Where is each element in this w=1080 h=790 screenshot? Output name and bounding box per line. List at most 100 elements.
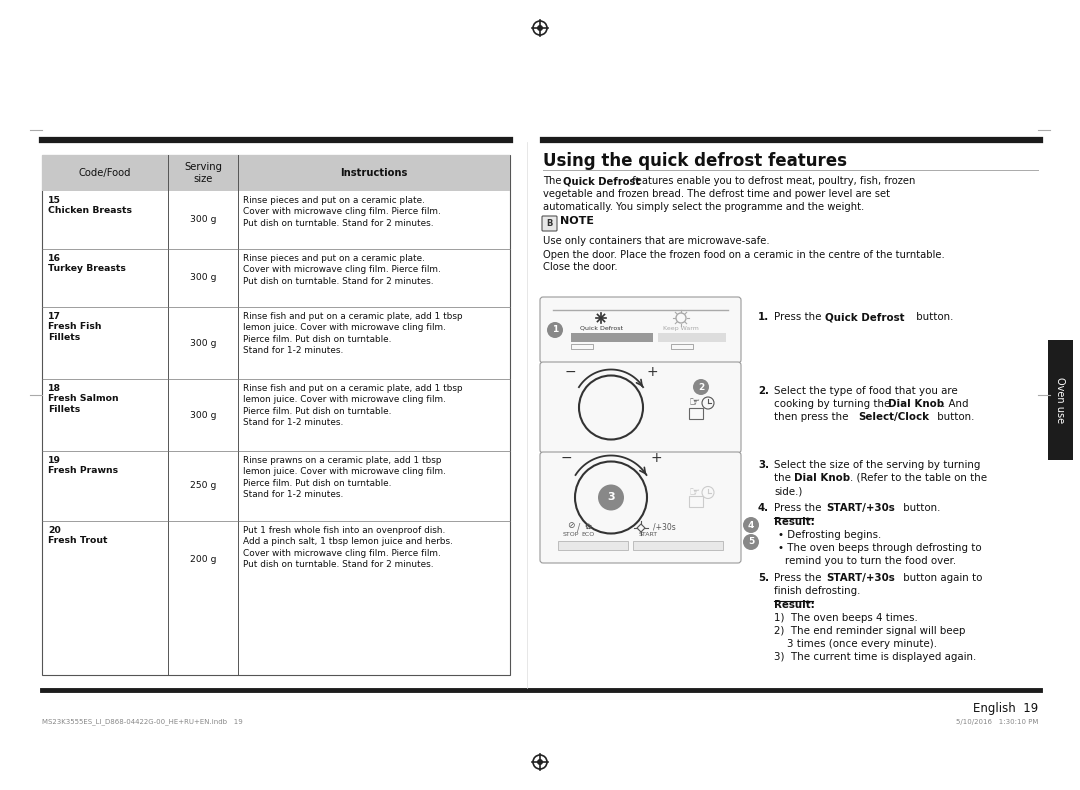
Text: Fresh Fish
Fillets: Fresh Fish Fillets xyxy=(48,322,102,342)
Text: STOP: STOP xyxy=(563,532,579,536)
FancyBboxPatch shape xyxy=(540,297,741,363)
Bar xyxy=(558,541,627,550)
Text: 2.: 2. xyxy=(758,386,769,396)
Text: 3)  The current time is displayed again.: 3) The current time is displayed again. xyxy=(774,652,976,662)
Text: 250 g: 250 g xyxy=(190,481,216,491)
Text: START/+30s: START/+30s xyxy=(826,503,894,513)
Text: −: − xyxy=(561,450,571,465)
Text: the: the xyxy=(774,473,794,483)
Text: vegetable and frozen bread. The defrost time and power level are set: vegetable and frozen bread. The defrost … xyxy=(543,189,890,199)
FancyBboxPatch shape xyxy=(542,216,557,231)
Text: 4: 4 xyxy=(747,521,754,529)
Text: The: The xyxy=(543,176,565,186)
Text: Quick Defrost: Quick Defrost xyxy=(563,176,640,186)
Bar xyxy=(671,344,693,349)
Bar xyxy=(42,155,510,191)
Text: Select the type of food that you are: Select the type of food that you are xyxy=(774,386,958,396)
Text: Chicken Breasts: Chicken Breasts xyxy=(48,206,132,215)
Text: /: / xyxy=(578,523,581,533)
Bar xyxy=(42,155,510,675)
FancyBboxPatch shape xyxy=(540,362,741,453)
Text: Oven use: Oven use xyxy=(1055,377,1065,423)
Text: Quick Defrost: Quick Defrost xyxy=(580,326,622,331)
Text: Instructions: Instructions xyxy=(340,168,407,178)
Text: +: + xyxy=(646,364,658,378)
Text: Rinse fish and put on a ceramic plate, add 1 tbsp
lemon juice. Cover with microw: Rinse fish and put on a ceramic plate, a… xyxy=(243,384,462,427)
Text: button.: button. xyxy=(913,312,954,322)
Text: 19: 19 xyxy=(48,456,60,465)
Text: Dial Knob: Dial Knob xyxy=(794,473,850,483)
Text: ☞: ☞ xyxy=(688,486,700,499)
Bar xyxy=(633,541,723,550)
Bar xyxy=(689,495,703,506)
FancyBboxPatch shape xyxy=(540,452,741,563)
Text: 5: 5 xyxy=(747,537,754,547)
Text: Select the size of the serving by turning: Select the size of the serving by turnin… xyxy=(774,460,981,470)
Text: Keep Warm: Keep Warm xyxy=(663,326,699,331)
Bar xyxy=(658,333,726,342)
Text: English  19: English 19 xyxy=(973,702,1038,715)
Text: finish defrosting.: finish defrosting. xyxy=(774,586,861,596)
Text: Fresh Prawns: Fresh Prawns xyxy=(48,466,118,475)
Text: ✿: ✿ xyxy=(584,521,592,531)
Text: −: − xyxy=(564,364,576,378)
Text: Code/Food: Code/Food xyxy=(79,168,132,178)
Bar xyxy=(689,408,703,419)
Text: MS23K3555ES_LI_D868-04422G-00_HE+RU+EN.indb   19: MS23K3555ES_LI_D868-04422G-00_HE+RU+EN.i… xyxy=(42,719,243,725)
Text: Close the door.: Close the door. xyxy=(543,262,618,272)
Text: Open the door. Place the frozen food on a ceramic in the centre of the turntable: Open the door. Place the frozen food on … xyxy=(543,250,945,260)
Text: features enable you to defrost meat, poultry, fish, frozen: features enable you to defrost meat, pou… xyxy=(629,176,916,186)
Text: Serving
size: Serving size xyxy=(184,162,222,184)
Text: Fresh Trout: Fresh Trout xyxy=(48,536,108,545)
Text: cooking by turning the: cooking by turning the xyxy=(774,399,893,409)
Text: 300 g: 300 g xyxy=(190,338,216,348)
Text: /+30s: /+30s xyxy=(653,522,676,532)
Text: Rinse prawns on a ceramic plate, add 1 tbsp
lemon juice. Cover with microwave cl: Rinse prawns on a ceramic plate, add 1 t… xyxy=(243,456,446,499)
Text: 300 g: 300 g xyxy=(190,273,216,283)
Text: Using the quick defrost features: Using the quick defrost features xyxy=(543,152,847,170)
Text: 4.: 4. xyxy=(758,503,769,513)
Text: 16: 16 xyxy=(48,254,60,263)
Text: 17: 17 xyxy=(48,312,60,321)
Text: • Defrosting begins.: • Defrosting begins. xyxy=(778,530,881,540)
Text: button again to: button again to xyxy=(900,573,983,583)
Text: 300 g: 300 g xyxy=(190,216,216,224)
Text: button.: button. xyxy=(900,503,941,513)
Bar xyxy=(1048,340,1074,460)
Text: button.: button. xyxy=(934,412,974,422)
Text: ☞: ☞ xyxy=(688,397,700,409)
Text: • The oven beeps through defrosting to: • The oven beeps through defrosting to xyxy=(778,543,982,553)
Text: +: + xyxy=(650,450,662,465)
Text: 3: 3 xyxy=(607,492,615,502)
Circle shape xyxy=(537,759,543,765)
Text: Press the: Press the xyxy=(774,503,825,513)
Text: Result:: Result: xyxy=(774,600,814,610)
Text: 200 g: 200 g xyxy=(190,555,216,565)
Bar xyxy=(571,333,653,342)
Text: Put 1 fresh whole fish into an ovenproof dish.
Add a pinch salt, 1 tbsp lemon ju: Put 1 fresh whole fish into an ovenproof… xyxy=(243,526,453,570)
Text: Turkey Breasts: Turkey Breasts xyxy=(48,264,126,273)
Text: 15: 15 xyxy=(48,196,60,205)
Text: remind you to turn the food over.: remind you to turn the food over. xyxy=(785,556,956,566)
Text: Use only containers that are microwave-safe.: Use only containers that are microwave-s… xyxy=(543,236,770,246)
Text: 18: 18 xyxy=(48,384,60,393)
Text: Fresh Salmon
Fillets: Fresh Salmon Fillets xyxy=(48,394,119,414)
Text: Press the: Press the xyxy=(774,312,825,322)
Text: Press the: Press the xyxy=(774,573,825,583)
Text: 3.: 3. xyxy=(758,460,769,470)
Text: . And: . And xyxy=(942,399,969,409)
Circle shape xyxy=(693,379,708,395)
Text: 1.: 1. xyxy=(758,312,769,322)
Text: 2: 2 xyxy=(698,382,704,392)
Circle shape xyxy=(743,534,759,550)
Circle shape xyxy=(598,484,624,510)
Text: then press the: then press the xyxy=(774,412,852,422)
Text: ECO: ECO xyxy=(581,532,595,536)
Text: side.): side.) xyxy=(774,486,802,496)
Text: 20: 20 xyxy=(48,526,60,535)
Text: . (Refer to the table on the: . (Refer to the table on the xyxy=(850,473,987,483)
Text: Dial Knob: Dial Knob xyxy=(888,399,944,409)
Text: Rinse pieces and put on a ceramic plate.
Cover with microwave cling film. Pierce: Rinse pieces and put on a ceramic plate.… xyxy=(243,196,441,228)
Circle shape xyxy=(537,25,543,31)
Text: automatically. You simply select the programme and the weight.: automatically. You simply select the pro… xyxy=(543,202,864,212)
